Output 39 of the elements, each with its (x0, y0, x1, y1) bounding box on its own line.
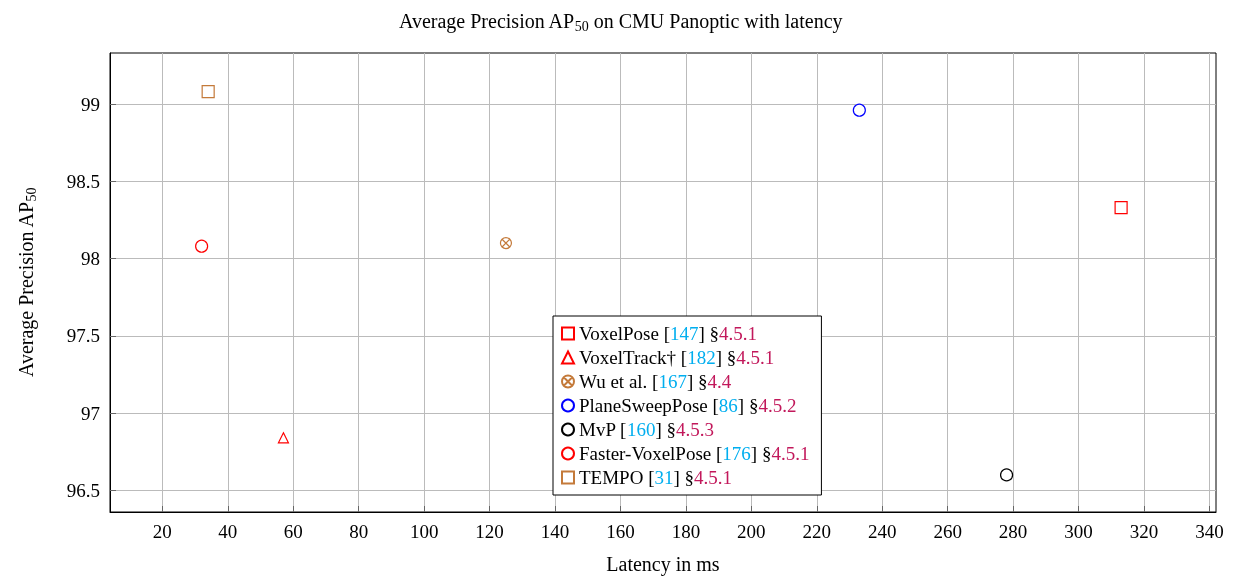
x-tick-label: 80 (349, 521, 369, 542)
legend-label: MvP [160] §4.5.3 (579, 419, 715, 440)
point (277, 432, 290, 444)
x-tick-label: 260 (933, 521, 962, 542)
legend-label: VoxelTrack† [182] §4.5.1 (579, 347, 775, 368)
x-tick-label: 220 (802, 521, 832, 542)
point (999, 468, 1014, 482)
x-tick-label: 60 (283, 521, 303, 542)
point (195, 239, 209, 253)
x-tick-label: 40 (218, 521, 238, 542)
x-tick-label: 240 (867, 521, 897, 542)
x-tick-label: 120 (475, 521, 504, 542)
x-tick-label: 300 (1064, 521, 1093, 542)
x-tick-label: 320 (1129, 521, 1159, 542)
x-tick-label: 180 (671, 521, 701, 542)
y-tick-label: 97.5 (66, 325, 100, 347)
legend-label: TEMPO [31] §4.5.1 (579, 467, 733, 488)
legend-label: Wu et al. [167] §4.4 (579, 371, 732, 392)
point (201, 85, 215, 99)
x-tick-label: 140 (540, 521, 570, 542)
y-tick-label: 98 (81, 248, 100, 270)
point (499, 236, 513, 250)
x-tick-label: 100 (409, 521, 439, 542)
y-tick-label: 96.5 (66, 479, 100, 501)
y-axis-title: Average Precision AP50 (15, 187, 39, 378)
x-axis-title: Latency in ms (606, 553, 720, 576)
x-tick-label: 340 (1195, 521, 1224, 542)
x-tick-label: 20 (152, 521, 172, 542)
x-tick-label: 160 (606, 521, 635, 542)
legend-label: PlaneSweepPose [86] §4.5.2 (579, 395, 797, 416)
point (852, 103, 866, 117)
legend-label: Faster-VoxelPose [176] §4.5.1 (579, 443, 810, 464)
y-tick-label: 99 (81, 93, 100, 115)
y-tick-label: 98.5 (66, 170, 100, 192)
y-tick-label: 97 (81, 402, 100, 424)
point (1114, 200, 1128, 215)
x-tick-label: 280 (998, 521, 1028, 542)
x-tick-label: 200 (737, 521, 766, 542)
legend-label: VoxelPose [147] §4.5.1 (579, 323, 758, 344)
